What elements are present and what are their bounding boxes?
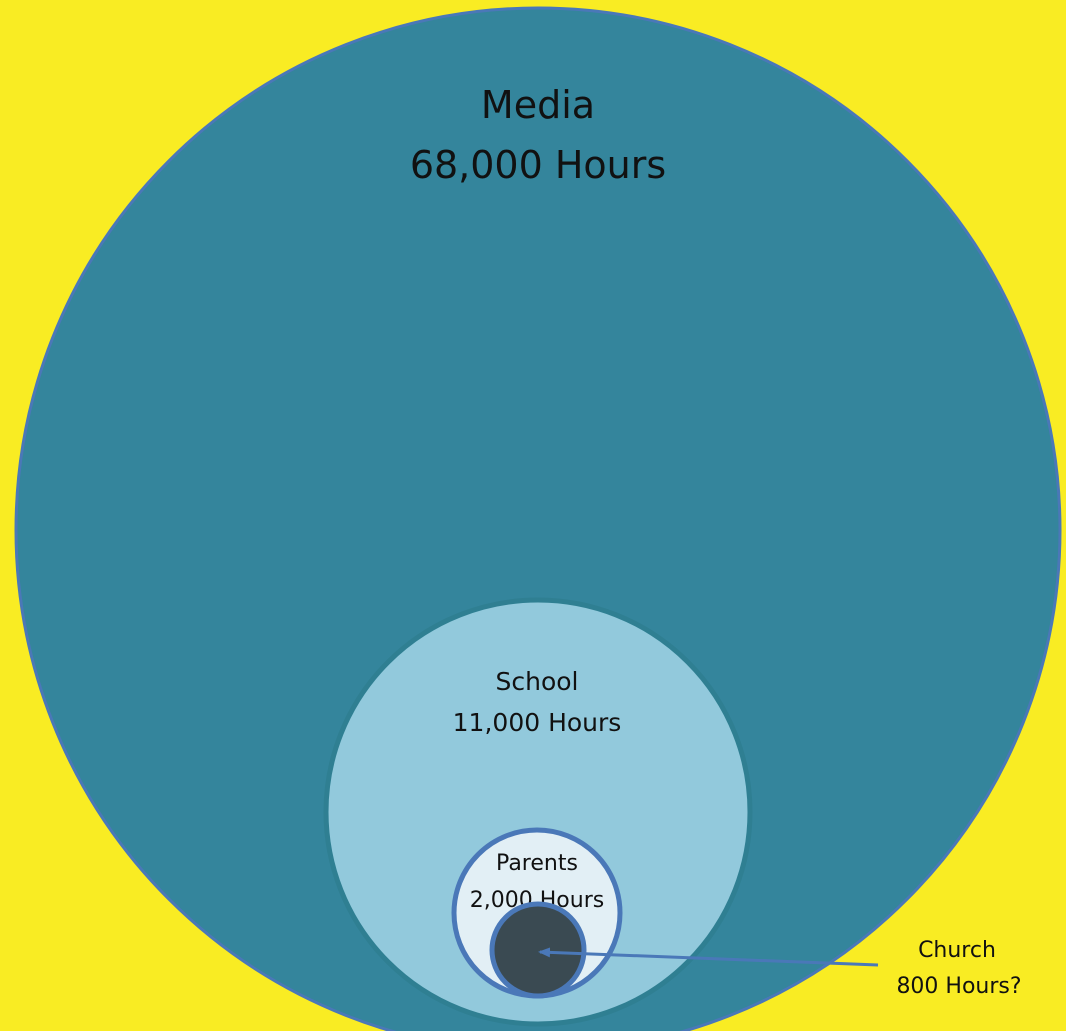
parents-label: Parents bbox=[496, 851, 578, 876]
church-arrow bbox=[538, 947, 879, 967]
church-hours: 800 Hours? bbox=[896, 974, 1021, 999]
media-circle bbox=[14, 6, 1062, 1031]
school-circle bbox=[323, 597, 753, 1027]
church-label: Church bbox=[918, 938, 996, 963]
church-circle bbox=[489, 901, 587, 999]
school-label: School bbox=[496, 667, 579, 696]
media-label: Media bbox=[481, 83, 595, 127]
school-hours: 11,000 Hours bbox=[453, 708, 622, 737]
media-hours: 68,000 Hours bbox=[410, 143, 666, 187]
